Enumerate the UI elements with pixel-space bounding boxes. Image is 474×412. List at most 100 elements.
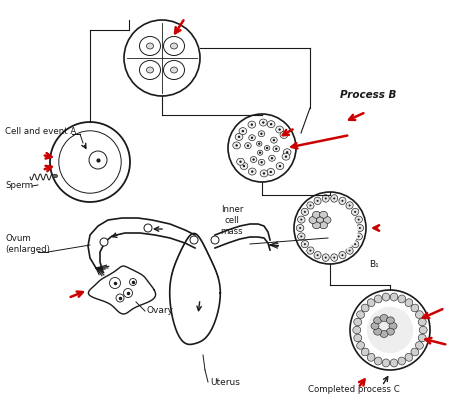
- Ellipse shape: [171, 67, 177, 73]
- Ellipse shape: [361, 348, 369, 356]
- Text: B₁: B₁: [369, 260, 379, 269]
- Circle shape: [262, 121, 264, 124]
- Ellipse shape: [339, 197, 346, 204]
- Ellipse shape: [240, 162, 248, 169]
- Ellipse shape: [390, 359, 398, 367]
- Circle shape: [116, 294, 124, 302]
- Ellipse shape: [235, 133, 243, 140]
- Circle shape: [279, 165, 281, 167]
- Circle shape: [358, 235, 360, 237]
- Ellipse shape: [371, 323, 379, 330]
- Ellipse shape: [312, 222, 320, 229]
- Ellipse shape: [386, 317, 394, 324]
- Circle shape: [283, 134, 285, 136]
- Circle shape: [129, 279, 137, 286]
- Ellipse shape: [307, 202, 314, 209]
- Ellipse shape: [382, 359, 390, 367]
- Circle shape: [341, 200, 343, 202]
- Circle shape: [286, 151, 288, 154]
- Ellipse shape: [346, 247, 353, 254]
- Ellipse shape: [386, 328, 394, 335]
- Circle shape: [367, 307, 413, 353]
- Ellipse shape: [258, 131, 265, 137]
- Circle shape: [354, 243, 356, 245]
- Ellipse shape: [314, 251, 321, 259]
- Circle shape: [348, 204, 351, 206]
- Ellipse shape: [367, 299, 375, 307]
- Circle shape: [359, 227, 361, 229]
- Circle shape: [260, 161, 263, 164]
- Circle shape: [211, 236, 219, 244]
- Circle shape: [100, 238, 108, 246]
- Ellipse shape: [374, 317, 382, 324]
- Ellipse shape: [53, 174, 57, 178]
- Ellipse shape: [322, 254, 329, 261]
- Ellipse shape: [355, 216, 363, 223]
- Ellipse shape: [139, 61, 161, 80]
- Circle shape: [239, 161, 242, 163]
- Circle shape: [109, 278, 120, 288]
- Ellipse shape: [331, 254, 338, 261]
- Circle shape: [301, 219, 302, 220]
- Circle shape: [278, 128, 281, 131]
- Ellipse shape: [415, 311, 423, 318]
- Ellipse shape: [298, 216, 305, 223]
- Ellipse shape: [411, 348, 419, 356]
- Circle shape: [348, 250, 351, 252]
- Ellipse shape: [353, 326, 361, 334]
- Ellipse shape: [301, 241, 309, 248]
- Ellipse shape: [249, 135, 255, 141]
- Ellipse shape: [319, 211, 328, 218]
- Text: Sperm: Sperm: [5, 181, 33, 190]
- Ellipse shape: [317, 217, 323, 223]
- Circle shape: [299, 227, 301, 229]
- Ellipse shape: [361, 304, 369, 312]
- Circle shape: [294, 192, 366, 264]
- Ellipse shape: [257, 150, 263, 155]
- Ellipse shape: [405, 299, 413, 307]
- Ellipse shape: [380, 330, 388, 337]
- Ellipse shape: [356, 225, 364, 232]
- Circle shape: [124, 288, 133, 297]
- Ellipse shape: [398, 295, 406, 303]
- Ellipse shape: [298, 233, 305, 240]
- Circle shape: [333, 197, 335, 199]
- Text: Ovary: Ovary: [147, 306, 174, 315]
- Ellipse shape: [374, 295, 382, 303]
- Circle shape: [252, 158, 255, 161]
- Text: Inner
cell
mass: Inner cell mass: [221, 205, 243, 236]
- Ellipse shape: [271, 137, 277, 143]
- Circle shape: [243, 165, 245, 167]
- Circle shape: [273, 139, 275, 141]
- Polygon shape: [170, 234, 220, 344]
- Ellipse shape: [415, 342, 423, 349]
- Ellipse shape: [139, 37, 161, 56]
- Ellipse shape: [418, 318, 426, 326]
- Ellipse shape: [382, 293, 390, 301]
- Circle shape: [59, 131, 121, 193]
- Ellipse shape: [339, 251, 346, 259]
- Ellipse shape: [398, 357, 406, 365]
- Ellipse shape: [256, 141, 262, 146]
- Circle shape: [325, 257, 327, 259]
- Circle shape: [251, 136, 253, 139]
- Circle shape: [124, 20, 200, 96]
- Circle shape: [310, 204, 311, 206]
- Circle shape: [242, 130, 244, 132]
- Ellipse shape: [280, 131, 288, 138]
- Text: Cell and event A: Cell and event A: [5, 127, 76, 136]
- Circle shape: [317, 200, 319, 202]
- Ellipse shape: [276, 163, 284, 170]
- Ellipse shape: [390, 293, 398, 301]
- Circle shape: [275, 147, 277, 150]
- Text: Process B: Process B: [340, 90, 396, 100]
- Ellipse shape: [354, 318, 362, 326]
- Ellipse shape: [146, 67, 154, 73]
- Circle shape: [258, 143, 261, 145]
- Ellipse shape: [374, 357, 382, 365]
- Ellipse shape: [307, 247, 314, 254]
- Ellipse shape: [260, 170, 268, 177]
- Ellipse shape: [283, 149, 291, 156]
- Circle shape: [341, 254, 343, 256]
- Circle shape: [50, 122, 130, 202]
